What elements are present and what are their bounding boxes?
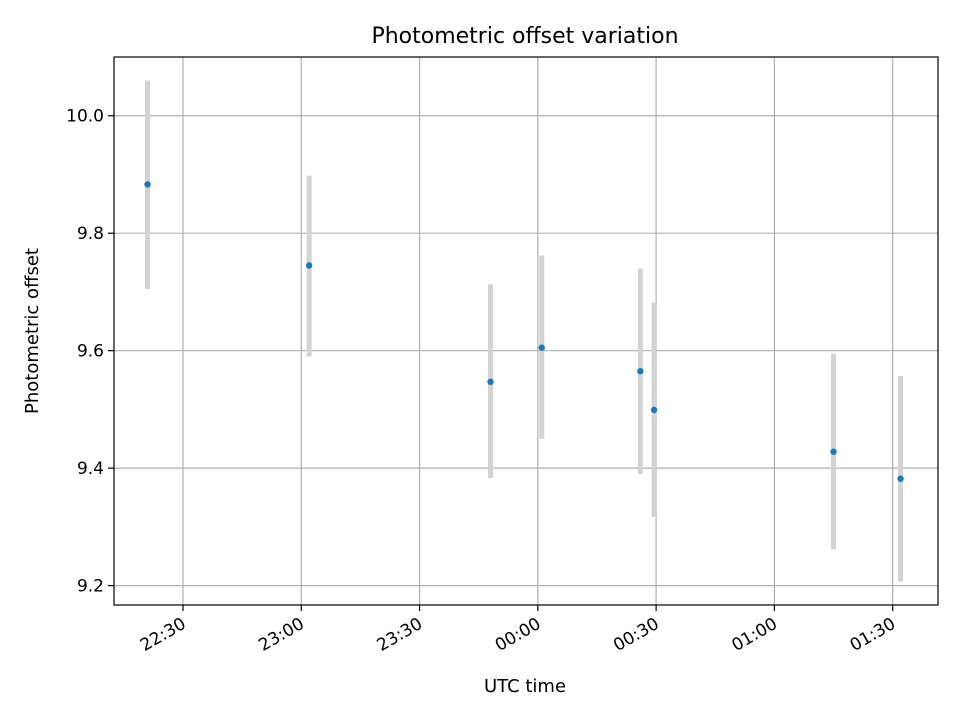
y-axis-ticks: 9.2 9.4 9.6 9.8 10.0 xyxy=(66,107,114,597)
y-axis-label: Photometric offset xyxy=(22,248,43,414)
y-tick-label: 9.8 xyxy=(77,224,104,244)
plot-frame xyxy=(113,56,939,606)
data-points xyxy=(144,181,904,482)
y-tick-label: 9.2 xyxy=(77,577,104,597)
data-point xyxy=(650,406,658,414)
y-tick-label: 10.0 xyxy=(66,107,104,127)
y-tick-label: 9.4 xyxy=(77,459,104,479)
data-point xyxy=(637,368,644,375)
data-point xyxy=(538,344,545,351)
data-point xyxy=(487,378,494,386)
chart-title: Photometric offset variation xyxy=(371,24,678,49)
data-point xyxy=(144,181,151,188)
data-point xyxy=(830,448,837,455)
data-point xyxy=(305,262,313,269)
y-tick-label: 9.6 xyxy=(77,342,104,362)
data-point xyxy=(897,475,904,482)
x-axis-label: UTC time xyxy=(484,676,566,697)
